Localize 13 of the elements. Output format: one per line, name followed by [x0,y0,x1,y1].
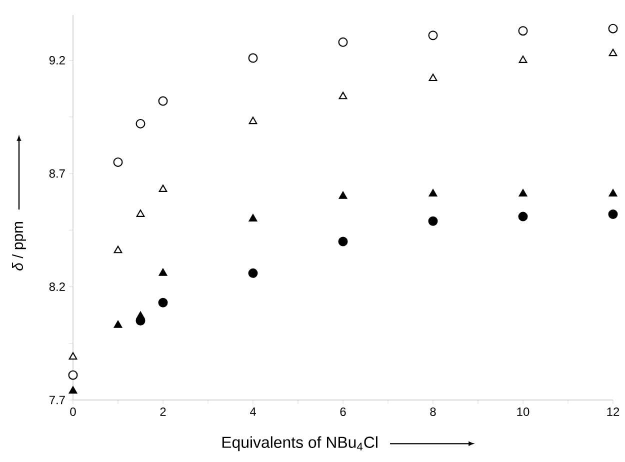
y-tick-label: 8.2 [49,282,65,291]
x-tick-label: 4 [250,408,256,416]
y-tick-label: 7.7 [49,396,65,404]
y-tick-label: 8.7 [49,169,65,178]
x-axis-title: Equivalents of NBu$_{4}$Cl [222,436,378,452]
x-tick-label: 10 [517,408,530,416]
x-tick-label: 8 [430,408,436,416]
x-tick-label: 6 [340,408,346,416]
y-tick-label: 9.2 [49,56,65,65]
x-tick-label: 12 [607,408,620,416]
x-tick-label: 2 [160,408,166,416]
x-tick-label: 0 [70,408,76,416]
y-axis-title: δ / ppm [12,222,26,270]
